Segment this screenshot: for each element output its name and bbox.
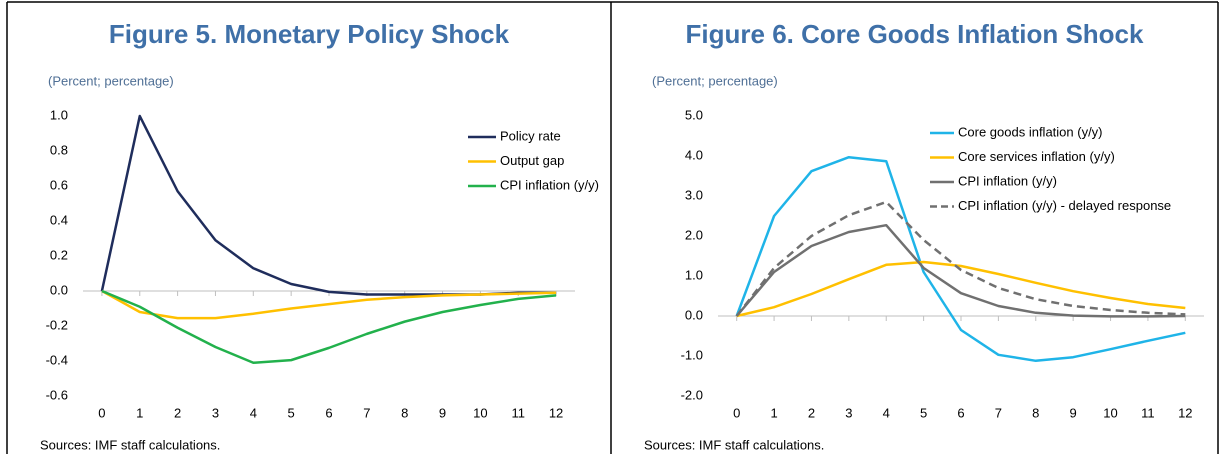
x-tick-label: 4 xyxy=(250,405,257,420)
x-tick-label: 1 xyxy=(136,405,143,420)
y-tick-label: -0.4 xyxy=(46,352,68,367)
x-tick-label: 3 xyxy=(845,405,852,420)
source-note: Sources: IMF staff calculations. xyxy=(644,437,824,452)
x-tick-label: 7 xyxy=(995,405,1002,420)
legend-label: Policy rate xyxy=(500,128,561,143)
legend-label: CPI inflation (y/y) xyxy=(500,177,599,192)
subtitle: (Percent; percentage) xyxy=(652,73,778,88)
legend-label: Core services inflation (y/y) xyxy=(958,149,1115,164)
x-tick-label: 8 xyxy=(1032,405,1039,420)
series-line xyxy=(101,289,557,364)
x-tick-label: 12 xyxy=(549,405,563,420)
y-tick-label: 0.6 xyxy=(50,177,68,192)
x-tick-label: 11 xyxy=(511,405,525,420)
x-tick-label: 2 xyxy=(174,405,181,420)
series-line xyxy=(736,260,1186,318)
x-tick-label: 12 xyxy=(1178,405,1192,420)
series-line xyxy=(101,289,557,320)
y-tick-label: 3.0 xyxy=(685,187,703,202)
series-line xyxy=(100,114,557,296)
y-tick-label: 0.4 xyxy=(50,212,68,227)
y-tick-label: -0.2 xyxy=(46,317,68,332)
x-tick-label: 10 xyxy=(473,405,487,420)
y-tick-label: -2.0 xyxy=(681,387,703,402)
x-tick-label: 10 xyxy=(1103,405,1117,420)
x-tick-label: 0 xyxy=(98,405,105,420)
y-tick-label: -1.0 xyxy=(681,347,703,362)
x-tick-label: 5 xyxy=(920,405,927,420)
x-tick-label: 3 xyxy=(212,405,219,420)
legend-label: CPI inflation (y/y) - delayed response xyxy=(958,198,1171,213)
y-tick-label: 4.0 xyxy=(685,147,703,162)
y-tick-label: 1.0 xyxy=(50,107,68,122)
x-tick-label: 6 xyxy=(957,405,964,420)
y-tick-label: 0.0 xyxy=(50,282,68,297)
x-tick-label: 8 xyxy=(401,405,408,420)
legend-label: Output gap xyxy=(500,153,564,168)
y-tick-label: 1.0 xyxy=(685,267,703,282)
chart-title: Figure 6. Core Goods Inflation Shock xyxy=(686,19,1144,49)
series-line xyxy=(735,200,1186,317)
y-tick-label: 0.8 xyxy=(50,142,68,157)
x-tick-label: 1 xyxy=(770,405,777,420)
subtitle: (Percent; percentage) xyxy=(48,73,174,88)
y-tick-label: 5.0 xyxy=(685,107,703,122)
legend-label: CPI inflation (y/y) xyxy=(958,173,1057,188)
x-tick-label: 4 xyxy=(883,405,890,420)
y-tick-label: 0.0 xyxy=(685,307,703,322)
x-tick-label: 6 xyxy=(325,405,332,420)
x-tick-label: 9 xyxy=(1070,405,1077,420)
series-line xyxy=(735,155,1186,363)
y-tick-label: 0.2 xyxy=(50,247,68,262)
y-tick-label: -0.6 xyxy=(46,387,68,402)
x-tick-label: 2 xyxy=(808,405,815,420)
x-tick-label: 9 xyxy=(439,405,446,420)
x-tick-label: 11 xyxy=(1141,405,1155,420)
y-tick-label: 2.0 xyxy=(685,227,703,242)
x-tick-label: 5 xyxy=(288,405,295,420)
chart-title: Figure 5. Monetary Policy Shock xyxy=(109,19,510,49)
x-tick-label: 7 xyxy=(363,405,370,420)
series-line xyxy=(735,223,1186,318)
source-note: Sources: IMF staff calculations. xyxy=(40,437,220,452)
x-tick-label: 0 xyxy=(733,405,740,420)
legend-label: Core goods inflation (y/y) xyxy=(958,124,1103,139)
